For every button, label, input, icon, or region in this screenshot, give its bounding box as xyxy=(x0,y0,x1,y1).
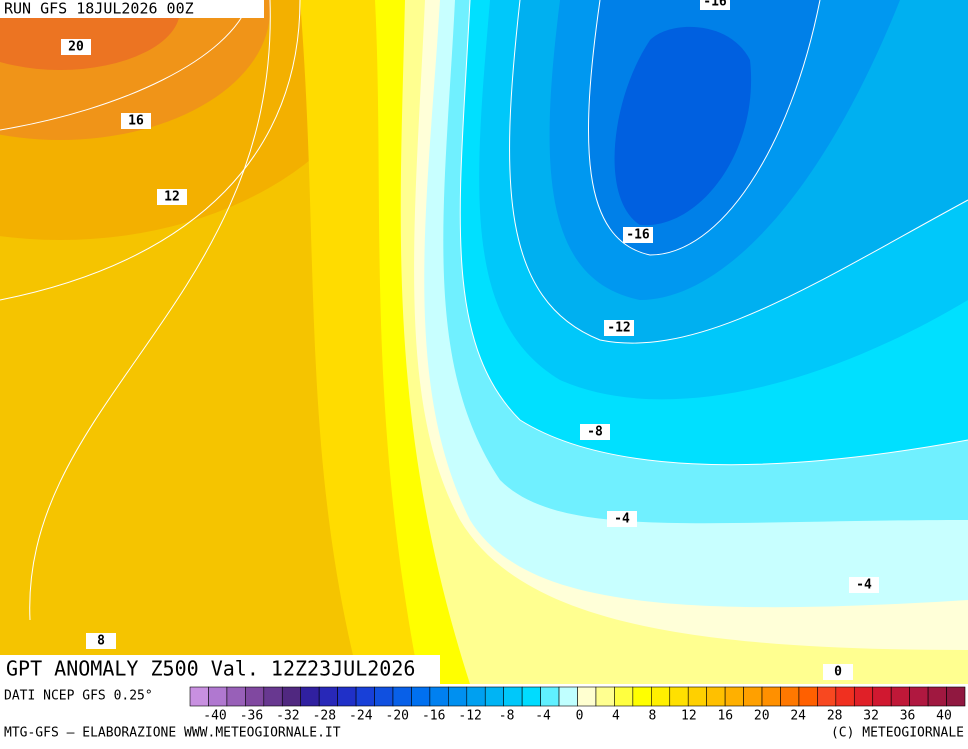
colorbar-swatch xyxy=(927,686,947,707)
colorbar-tick-label: -8 xyxy=(499,709,515,724)
colorbar-tick-label: 24 xyxy=(790,709,806,724)
colorbar-swatch xyxy=(853,686,874,707)
colorbar-swatch xyxy=(300,686,320,707)
colorbar-swatch xyxy=(411,686,431,707)
colorbar-swatch xyxy=(761,686,781,707)
contour-label: 0 xyxy=(834,665,842,680)
contour-label: -4 xyxy=(856,578,872,593)
colorbar-swatch xyxy=(780,686,800,707)
contour-label: 8 xyxy=(97,634,105,649)
colorbar-swatch xyxy=(577,686,597,707)
colorbar-swatch xyxy=(743,686,763,707)
colorbar-tick-label: -32 xyxy=(276,709,299,724)
colorbar-swatch xyxy=(226,686,246,707)
colorbar-swatch xyxy=(355,686,375,707)
contour-label-box xyxy=(86,633,116,649)
colorbar-swatch xyxy=(595,686,615,707)
colorbar-swatch xyxy=(798,686,818,707)
map-fields xyxy=(0,0,968,684)
colorbar-swatch xyxy=(208,686,228,707)
colorbar-tick-label: 4 xyxy=(612,709,620,724)
colorbar-tick-label: 28 xyxy=(827,709,843,724)
colorbar-swatch xyxy=(946,686,966,707)
colorbar-tick-label: 20 xyxy=(754,709,770,724)
contour-label-box xyxy=(604,320,634,336)
footer-left: MTG-GFS – ELABORAZIONE WWW.METEOGIORNALE… xyxy=(4,726,341,741)
run-box xyxy=(0,0,264,18)
run-label: RUN GFS 18JUL2026 00Z xyxy=(4,0,194,18)
colorbar-tick-label: 16 xyxy=(717,709,733,724)
colorbar-swatch xyxy=(448,686,468,707)
colorbar-swatch xyxy=(872,686,892,707)
contour-label-box xyxy=(623,227,653,243)
contour-label: 16 xyxy=(128,114,144,129)
colorbar-swatch xyxy=(318,686,338,707)
contour-label: -4 xyxy=(614,512,630,527)
colorbar-tick-label: 0 xyxy=(576,709,584,724)
contour-label-box xyxy=(700,0,730,10)
colorbar-tick-label: 12 xyxy=(681,709,697,724)
colorbar-swatch xyxy=(651,686,671,707)
contour-label: 12 xyxy=(164,190,180,205)
contour-label-box xyxy=(607,511,637,527)
colorbar-swatch xyxy=(558,686,578,707)
colorbar-swatch xyxy=(281,686,302,707)
colorbar-tick-label: 40 xyxy=(936,709,952,724)
colorbar-swatch xyxy=(189,686,209,707)
colorbar-swatch xyxy=(890,686,910,707)
colorbar-swatch xyxy=(245,686,265,707)
colorbar-tick-label: 32 xyxy=(863,709,879,724)
colorbar-tick-label: -40 xyxy=(203,709,226,724)
colorbar-tick-label: -12 xyxy=(458,709,481,724)
colorbar-tick-label: 36 xyxy=(900,709,916,724)
contour-label-box xyxy=(61,39,91,55)
colorbar-swatch xyxy=(835,686,855,707)
contour-lines xyxy=(0,0,968,621)
colorbar-swatch xyxy=(687,686,707,707)
contour-label-box xyxy=(849,577,879,593)
colorbar-swatch xyxy=(263,686,283,707)
colorbar-swatch xyxy=(484,686,504,707)
contour-label-box xyxy=(121,113,151,129)
colorbar-swatch xyxy=(614,686,634,707)
colorbar-source: DATI NCEP GFS 0.25° xyxy=(4,689,153,704)
colorbar-swatch xyxy=(540,686,560,707)
colorbar-swatch xyxy=(817,686,837,707)
contour-label: -8 xyxy=(587,425,603,440)
colorbar-tick-label: -16 xyxy=(422,709,445,724)
contour-label: -12 xyxy=(607,321,630,336)
colorbar-swatch xyxy=(429,686,449,707)
footer-right: (C) METEOGIORNALE xyxy=(831,726,964,741)
colorbar-swatch xyxy=(337,686,357,707)
title-box xyxy=(0,655,440,684)
colorbar-swatch xyxy=(503,686,523,707)
colorbar-tick-label: -36 xyxy=(240,709,263,724)
colorbar-swatch xyxy=(632,686,652,707)
colorbar-tick-label: -28 xyxy=(313,709,336,724)
colorbar-swatch xyxy=(706,686,726,707)
colorbar-swatch xyxy=(392,686,412,707)
contour-label-box xyxy=(580,424,610,440)
contour-label-box xyxy=(157,189,187,205)
contour-label: 20 xyxy=(68,40,84,55)
colorbar-swatch xyxy=(909,686,929,707)
contour-label: -16 xyxy=(703,0,727,10)
contour-label: -16 xyxy=(626,228,650,243)
colorbar-tick-label: -4 xyxy=(535,709,551,724)
contour-label-box xyxy=(823,664,853,680)
colorbar-tick-label: 8 xyxy=(648,709,656,724)
colorbar-tick-label: -24 xyxy=(349,709,373,724)
colorbar-swatch xyxy=(669,686,689,707)
colorbar-swatch xyxy=(374,686,394,707)
colorbar-swatch xyxy=(466,686,486,707)
colorbar-swatch xyxy=(521,686,541,707)
colorbar-tick-label: -20 xyxy=(386,709,409,724)
map-title: GPT ANOMALY Z500 Val. 12Z23JUL2026 xyxy=(6,657,415,681)
colorbar-swatch xyxy=(724,686,744,707)
